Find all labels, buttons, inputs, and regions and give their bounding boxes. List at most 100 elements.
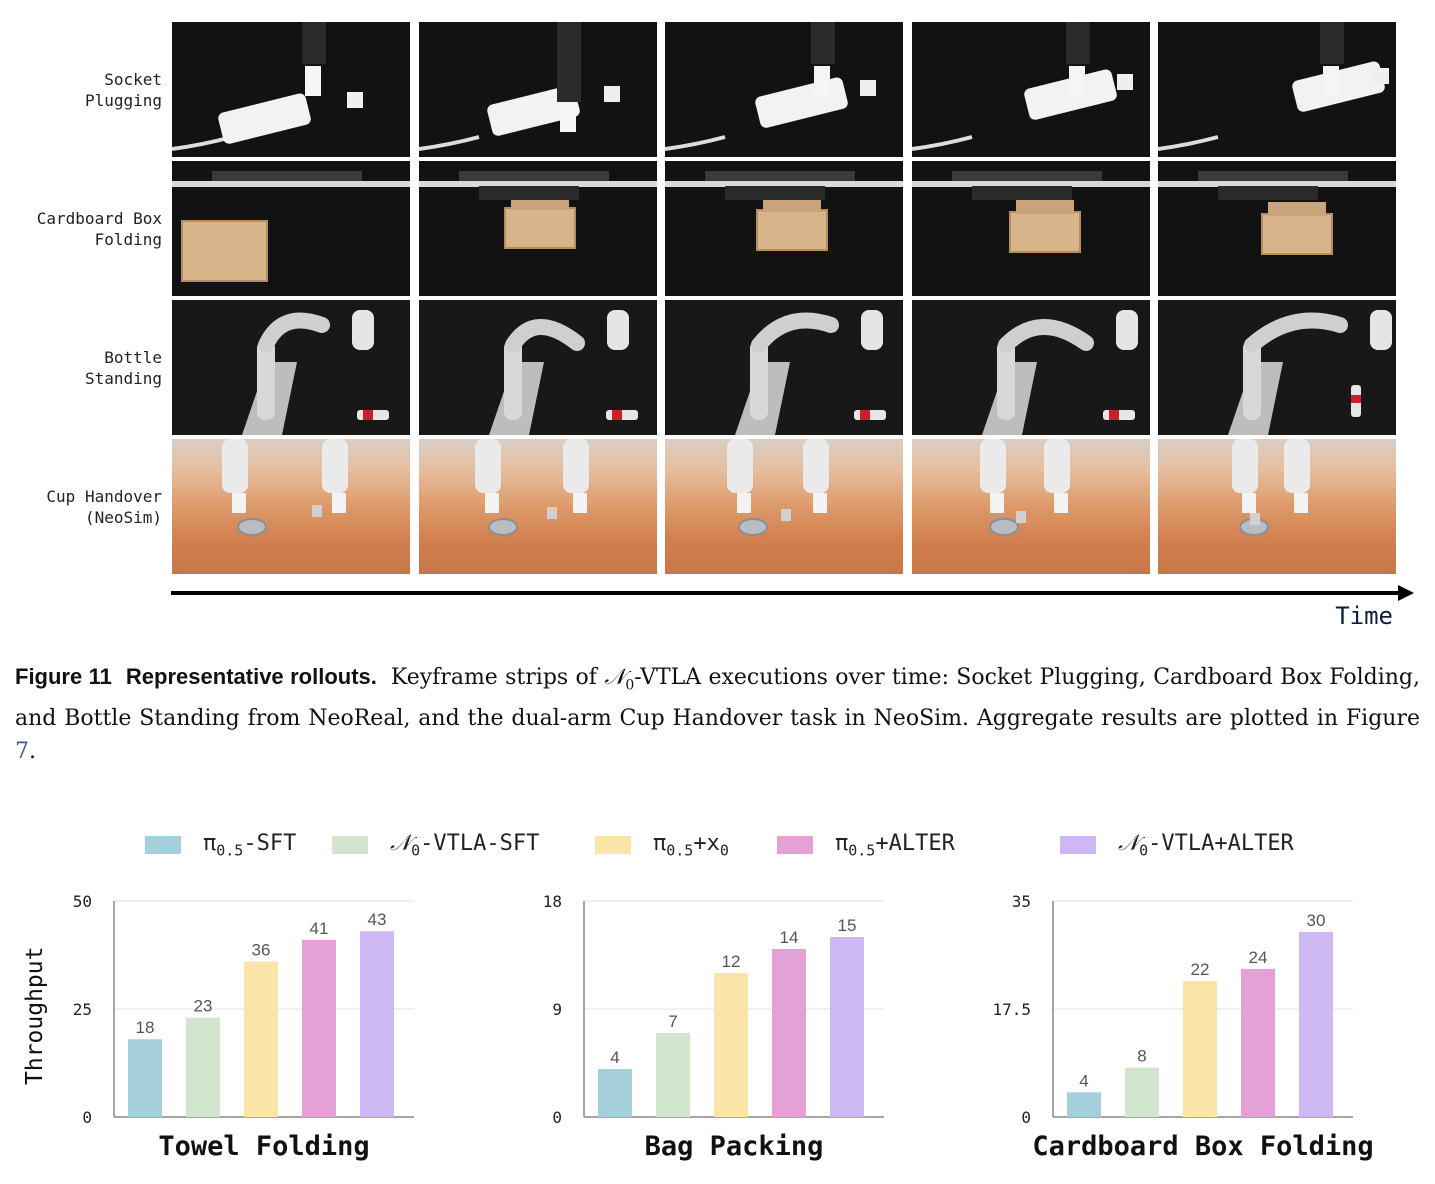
caption-model-symbol: 𝒩 <box>604 665 626 690</box>
rollout-keyframe <box>912 22 1150 157</box>
caption-figure-ref-link[interactable]: 7 <box>15 739 29 765</box>
rollout-keyframe <box>912 439 1150 574</box>
keyframe-illustration <box>419 300 657 435</box>
rollout-keyframe <box>665 439 903 574</box>
bar <box>1125 1067 1159 1117</box>
bar <box>1067 1092 1101 1117</box>
keyframe-illustration <box>1158 171 1396 255</box>
bar-value-label: 18 <box>136 1018 155 1037</box>
chart-title: Cardboard Box Folding <box>1032 1131 1373 1162</box>
y-tick-label: 17.5 <box>992 1000 1031 1019</box>
bar <box>1241 968 1275 1117</box>
rollout-keyframe <box>172 22 410 157</box>
bar-value-label: 41 <box>310 919 329 938</box>
keyframe-illustration <box>1232 439 1310 536</box>
bar <box>1183 981 1217 1117</box>
bar-value-label: 15 <box>838 916 857 935</box>
bar <box>360 931 394 1117</box>
rollout-row-label-line: Bottle <box>104 347 162 367</box>
keyframe-illustration <box>665 22 876 151</box>
legend-item: 𝒩0-VTLA+ALTER <box>1060 828 1294 862</box>
bar <box>772 949 806 1117</box>
y-tick-label: 9 <box>552 1000 562 1019</box>
keyframe-illustration <box>665 171 903 251</box>
legend-swatch <box>332 836 368 854</box>
keyframe-illustration <box>665 300 903 435</box>
bar-value-label: 4 <box>1079 1071 1088 1090</box>
legend-item: π0.5-SFT <box>145 828 296 862</box>
keyframe-illustration <box>1158 300 1396 435</box>
rollout-keyframe <box>419 161 657 296</box>
legend-swatch <box>1060 836 1096 854</box>
rollout-row-label-line: Folding <box>94 229 162 249</box>
bar <box>302 939 336 1117</box>
rollout-row-label: Cup Handover (NeoSim) <box>0 486 162 528</box>
rollout-keyframe <box>912 300 1150 435</box>
chart-svg: 0 9 18 4 7 12 14 15 Bag Packing <box>543 892 884 1162</box>
bar <box>714 973 748 1117</box>
keyframe-illustration <box>172 300 410 435</box>
caption-text-start: Keyframe strips of <box>390 665 605 690</box>
time-axis-arrow <box>171 591 1401 595</box>
chart-cardboard-box-folding: 0 17.5 35 4 8 22 24 30 Cardboard Box Folding <box>992 885 1415 1175</box>
rollout-keyframe <box>1158 300 1396 435</box>
keyframe-illustration <box>419 171 657 249</box>
rollout-keyframe <box>665 161 903 296</box>
keyframe-illustration <box>727 439 829 536</box>
chart-bag-packing: 0 9 18 4 7 12 14 15 Bag Packing <box>530 885 910 1175</box>
bar <box>1299 931 1333 1117</box>
bar-value-label: 43 <box>368 910 387 929</box>
bar <box>244 961 278 1117</box>
rollout-keyframe <box>172 439 410 574</box>
bar <box>656 1033 690 1117</box>
legend-label: π0.5-SFT <box>203 830 297 860</box>
y-tick-label: 35 <box>1012 892 1031 911</box>
bar-value-label: 24 <box>1249 948 1268 967</box>
rollout-keyframe <box>419 22 657 157</box>
rollout-row-label-line: Cup Handover <box>46 486 162 506</box>
y-tick-label: 0 <box>1021 1108 1031 1127</box>
rollout-row-label-line: Plugging <box>84 90 162 110</box>
rollout-keyframe <box>1158 22 1396 157</box>
bar-value-label: 7 <box>668 1012 677 1031</box>
keyframe-illustration <box>172 22 363 151</box>
y-tick-label: 18 <box>543 892 562 911</box>
keyframe-illustration <box>912 171 1150 253</box>
y-tick-label: 50 <box>73 892 92 911</box>
legend-swatch <box>595 836 631 854</box>
keyframe-illustration <box>912 22 1133 151</box>
keyframe-illustration <box>912 300 1150 435</box>
time-axis-label: Time <box>1335 602 1393 630</box>
keyframe-illustration <box>475 439 589 536</box>
rollout-row-label: Cardboard Box Folding <box>0 208 162 250</box>
keyframe-illustration <box>1158 22 1389 151</box>
legend-swatch <box>145 836 181 854</box>
bar-value-label: 22 <box>1191 960 1210 979</box>
legend-label: 𝒩0-VTLA+ALTER <box>1118 830 1294 860</box>
rollout-row-label-line: Standing <box>84 368 162 388</box>
rollout-keyframe <box>172 161 410 296</box>
y-tick-label: 0 <box>552 1108 562 1127</box>
chart-towel-folding: 0 25 50 18 23 36 41 43 Towel Folding <box>60 885 440 1175</box>
time-arrow-head <box>1398 585 1414 601</box>
rollout-keyframe <box>665 22 903 157</box>
rollout-row-label: Socket Plugging <box>0 69 162 111</box>
bar-value-label: 36 <box>252 940 271 959</box>
chart-svg: 0 17.5 35 4 8 22 24 30 Cardboard Box Folding <box>992 892 1373 1162</box>
rollout-keyframe <box>419 439 657 574</box>
bar-value-label: 4 <box>610 1048 619 1067</box>
rollout-keyframe <box>172 300 410 435</box>
rollout-row-label: Bottle Standing <box>0 347 162 389</box>
bar-value-label: 23 <box>194 997 213 1016</box>
caption-figure-label: Figure 11 <box>15 664 112 689</box>
rollout-row-label-line: (NeoSim) <box>84 507 162 527</box>
chart-title: Bag Packing <box>645 1131 824 1162</box>
bar <box>128 1039 162 1117</box>
caption-text-end: . <box>29 739 36 765</box>
bar-value-label: 30 <box>1307 911 1326 930</box>
chart-svg: 0 25 50 18 23 36 41 43 Towel Folding <box>73 892 414 1162</box>
rollout-keyframe <box>1158 439 1396 574</box>
chart-title: Towel Folding <box>158 1131 369 1162</box>
keyframe-illustration <box>222 439 348 536</box>
legend-label: π0.5+ALTER <box>835 830 955 860</box>
